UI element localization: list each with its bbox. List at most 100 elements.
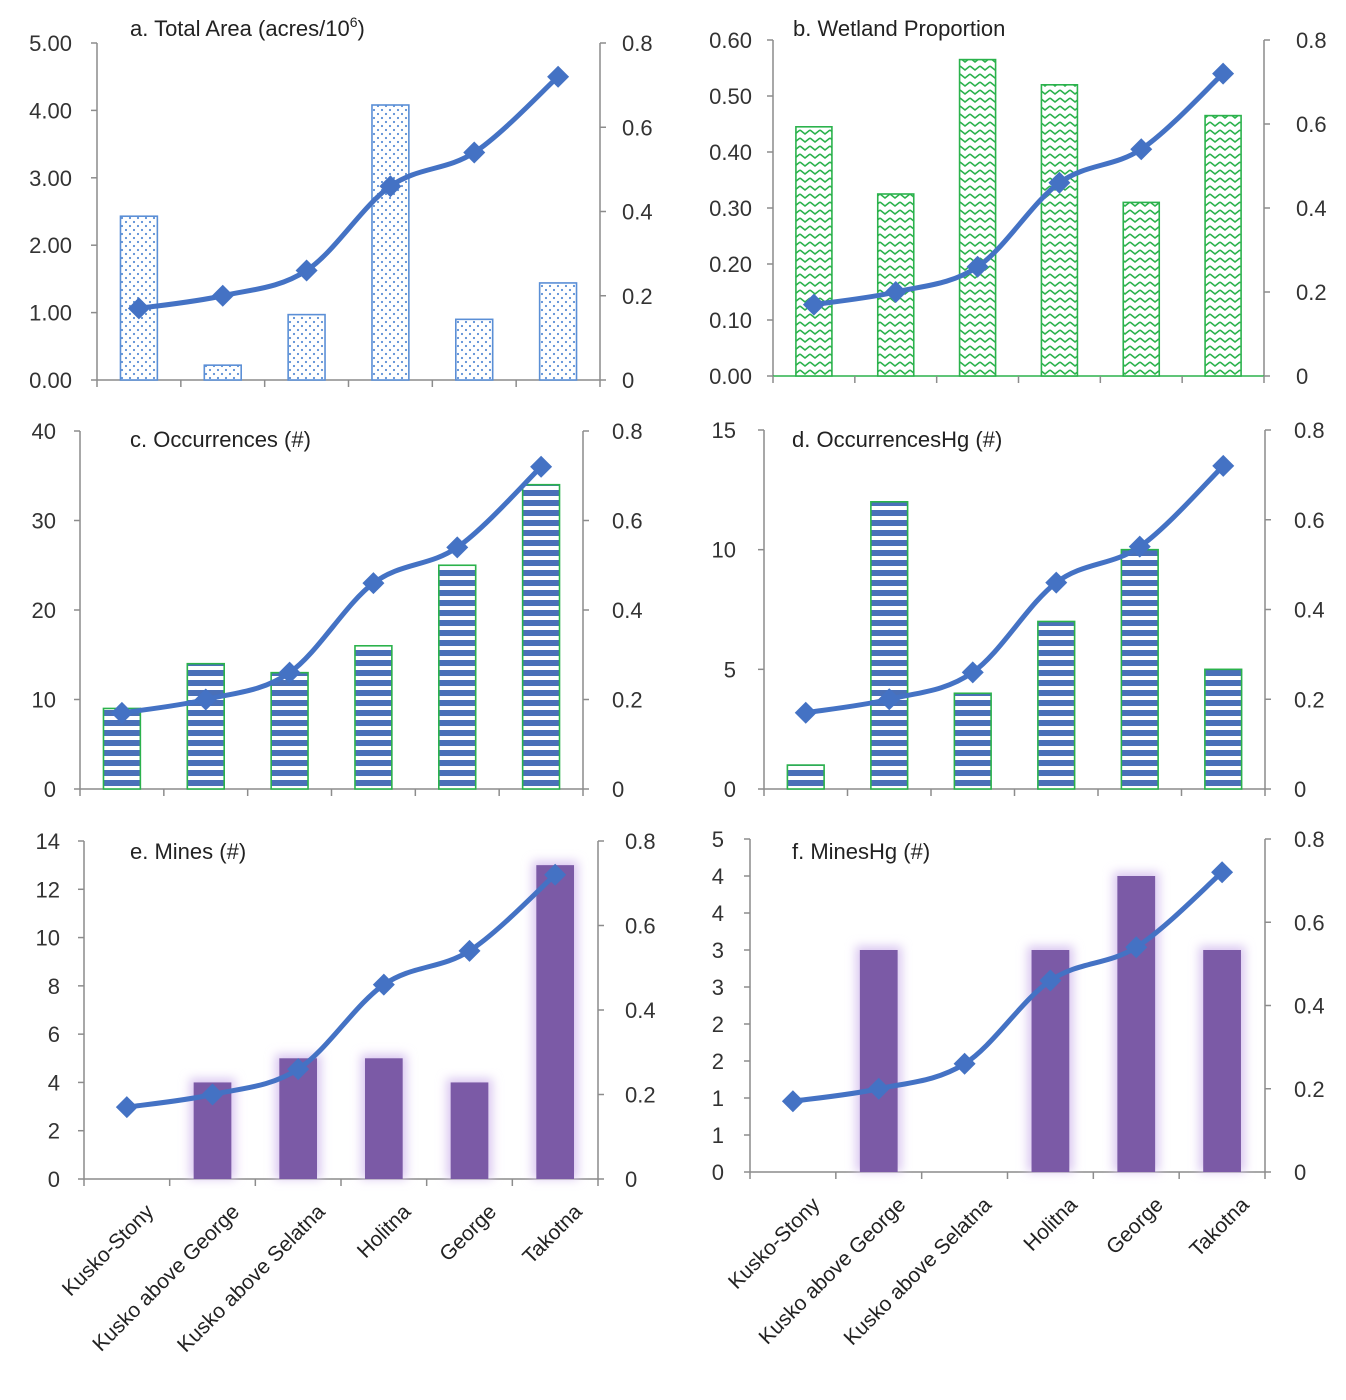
- line-marker: [802, 293, 825, 316]
- left-tick-label: 10: [36, 926, 60, 951]
- line-marker: [1125, 936, 1148, 959]
- chart-panel-c: 0 10 20 30 40 0 0.2 0.4 0.6 0.8 c. Occurrences (#): [32, 419, 643, 802]
- line-marker: [1048, 171, 1071, 194]
- line-marker: [446, 536, 469, 559]
- left-tick-label: 3: [712, 975, 724, 1000]
- right-tick-label: 0.2: [612, 688, 643, 713]
- bar: [186, 662, 225, 790]
- right-tick-label: 0.6: [1296, 112, 1327, 137]
- line-marker: [194, 688, 217, 711]
- chart-panel-b: 0.00 0.10 0.20 0.30 0.40 0.50 0.60 0 0.2 0.4 0.6 0.…: [709, 16, 1326, 389]
- bar: [953, 692, 992, 790]
- right-tick-label: 0.2: [625, 1083, 656, 1108]
- line-marker: [781, 1090, 804, 1113]
- left-tick-label: 4: [712, 864, 724, 889]
- line-marker: [379, 175, 402, 198]
- right-tick-label: 0: [612, 777, 624, 802]
- bar: [958, 58, 997, 377]
- bar: [1037, 620, 1076, 790]
- category-label: Takotna: [1185, 1193, 1253, 1261]
- right-tick-label: 0: [622, 368, 634, 393]
- category-label: Holitna: [1019, 1193, 1082, 1256]
- line-marker: [1211, 861, 1234, 884]
- bar: [1117, 876, 1156, 1172]
- chart-panel-f: 0 1 1 2 2 3 3 4 4 5 0 0.2 0.4 0.6 0.8 f. MinesHg (#) Kus…: [712, 827, 1325, 1350]
- left-tick-label: 4: [48, 1070, 60, 1095]
- chart-panel-d: 0 5 10 15 0 0.2 0.4 0.6 0.8 d. OccurrencesHg (#): [712, 418, 1325, 802]
- right-tick-label: 0.4: [625, 998, 656, 1023]
- line-marker: [884, 281, 907, 303]
- category-label: Kusko above George: [755, 1193, 911, 1349]
- line-marker: [110, 701, 133, 724]
- left-tick-label: 12: [36, 877, 60, 902]
- right-tick-label: 0.2: [1296, 280, 1327, 305]
- line-marker: [211, 284, 234, 307]
- bar: [450, 1082, 489, 1179]
- left-tick-label: 0.10: [709, 308, 752, 333]
- right-tick-label: 0.4: [622, 200, 653, 225]
- left-tick-label: 5: [712, 827, 724, 852]
- panel-title: f. MinesHg (#): [792, 839, 930, 864]
- left-tick-label: 2: [48, 1119, 60, 1144]
- bar: [455, 318, 494, 381]
- left-tick-label: 6: [48, 1022, 60, 1047]
- left-tick-label: 0.30: [709, 196, 752, 221]
- panel-title: c. Occurrences (#): [130, 427, 311, 452]
- line-marker: [115, 1096, 138, 1119]
- left-tick-label: 8: [48, 974, 60, 999]
- series-line: [813, 71, 1225, 308]
- line-marker: [794, 701, 817, 724]
- left-tick-label: 0.50: [709, 84, 752, 109]
- left-tick-label: 4: [712, 901, 724, 926]
- right-tick-label: 0.2: [1294, 1077, 1325, 1102]
- bar: [859, 950, 898, 1172]
- right-tick-label: 0.6: [625, 914, 656, 939]
- line-marker: [1039, 969, 1062, 992]
- title-suffix: ): [358, 16, 365, 41]
- series-line: [805, 464, 1225, 716]
- right-tick-label: 0.6: [612, 509, 643, 534]
- bar: [371, 104, 410, 381]
- line-marker: [201, 1083, 224, 1106]
- bar: [1122, 201, 1161, 377]
- bar: [354, 644, 393, 790]
- bar: [438, 564, 477, 790]
- category-label: Takotna: [518, 1200, 586, 1268]
- right-tick-label: 0.4: [612, 598, 643, 623]
- left-tick-label: 0.60: [709, 28, 752, 53]
- left-tick-label: 3.00: [29, 166, 72, 191]
- right-tick-label: 0: [1294, 777, 1306, 802]
- panel-title: b. Wetland Proportion: [793, 16, 1005, 41]
- left-tick-label: 20: [32, 598, 56, 623]
- left-tick-label: 0: [44, 777, 56, 802]
- line-marker: [530, 455, 553, 478]
- line-marker: [1212, 62, 1235, 85]
- panel-title: d. OccurrencesHg (#): [792, 427, 1002, 452]
- category-label: Kusko above Selatna: [840, 1193, 997, 1350]
- bar: [203, 364, 242, 381]
- left-tick-label: 4.00: [29, 98, 72, 123]
- left-tick-label: 2.00: [29, 233, 72, 258]
- bar: [521, 483, 561, 790]
- bar: [287, 313, 326, 381]
- line-marker: [878, 688, 901, 711]
- line-marker: [547, 65, 570, 88]
- right-tick-label: 0.8: [1296, 28, 1327, 53]
- left-tick-label: 2: [712, 1012, 724, 1037]
- title-superscript: 6: [350, 14, 358, 30]
- left-tick-label: 5: [724, 657, 736, 682]
- bar: [536, 865, 575, 1179]
- bar: [1204, 114, 1242, 377]
- right-tick-label: 0.6: [1294, 910, 1325, 935]
- bar: [870, 500, 909, 790]
- bar: [119, 215, 159, 381]
- line-marker: [1128, 535, 1151, 558]
- left-tick-label: 10: [712, 538, 736, 563]
- left-tick-label: 0.00: [709, 364, 752, 389]
- chart-panel-e: 0 2 4 6 8 10 12 14 0 0.2 0.4 0.6 0.8 e. Mines (#) Kusk…: [36, 829, 656, 1357]
- left-tick-label: 0.40: [709, 140, 752, 165]
- category-label: Holitna: [353, 1200, 416, 1263]
- left-tick-label: 1: [712, 1086, 724, 1111]
- left-tick-label: 0.00: [29, 368, 72, 393]
